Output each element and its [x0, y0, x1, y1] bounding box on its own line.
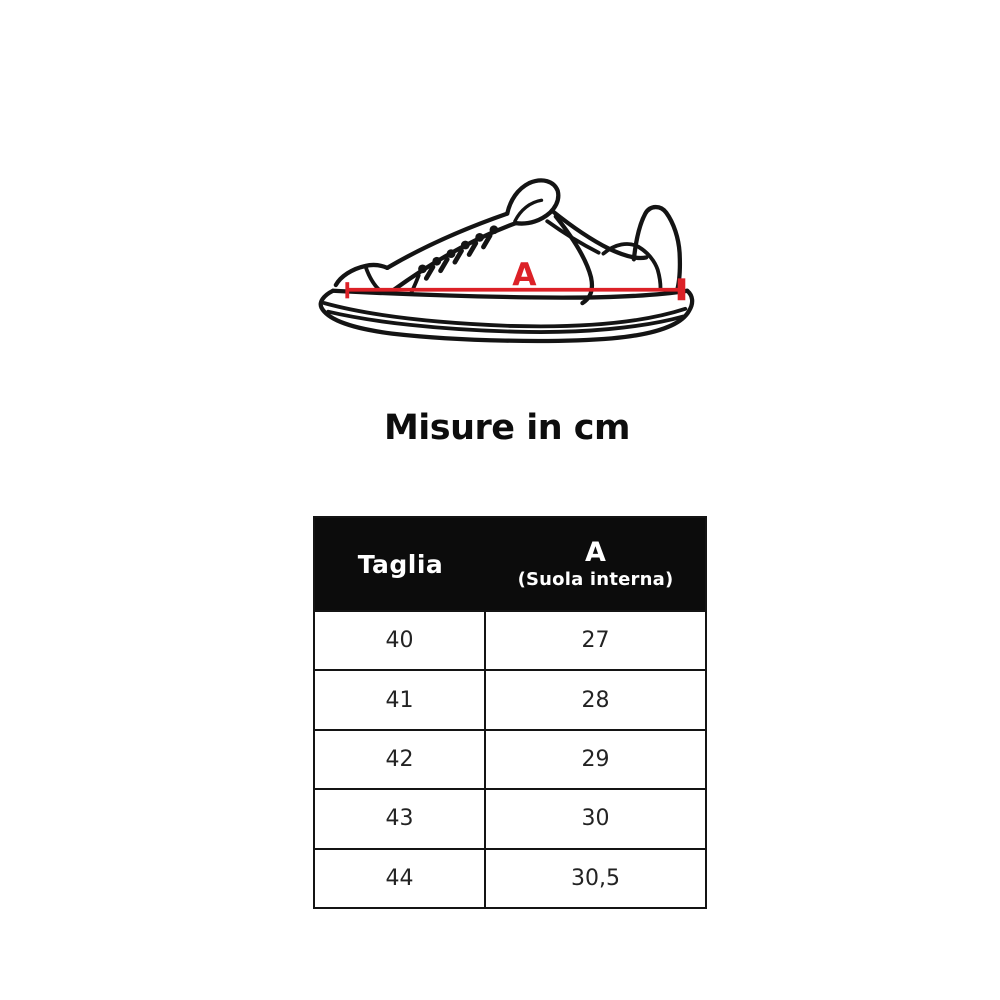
eyelet-dot [418, 264, 427, 274]
header-a-sublabel: (Suola interna) [517, 568, 674, 590]
cell-a: 30,5 [571, 865, 620, 891]
header-cell-taglia: Taglia [357, 549, 444, 579]
sole-outer-line [318, 288, 695, 344]
table-row: 43 30 [315, 788, 705, 848]
eyelet-dot [432, 256, 442, 266]
eyelet-dot [460, 240, 470, 250]
table-row: 40 27 [315, 610, 705, 670]
header-a-label: A [585, 536, 606, 568]
shoe-diagram: A [312, 146, 712, 365]
page-title: Misure in cm [383, 408, 631, 448]
collar-inner-line [545, 219, 601, 255]
quarter-seam [553, 214, 595, 306]
cell-taglia: 44 [315, 849, 486, 907]
sneaker-illustration: A [318, 178, 695, 344]
midsole-seam-2 [326, 309, 686, 334]
lace-bar [423, 264, 436, 281]
heel-patch-curve [601, 242, 663, 291]
lace-bar [481, 233, 493, 250]
measurement-right-cap [677, 278, 686, 301]
lace-bar [438, 256, 450, 274]
cell-taglia: 41 [315, 671, 486, 729]
cell-a: 27 [581, 628, 610, 654]
size-table-header: Taglia A (Suola interna) [315, 518, 705, 610]
tongue-outline [505, 178, 561, 226]
cell-a: 28 [581, 687, 610, 713]
measurement-label-a: A [512, 257, 537, 293]
eyelet-panel-drop [409, 273, 421, 296]
eyelet-dot [475, 233, 485, 242]
measurement-lines [345, 282, 685, 299]
cell-taglia: 42 [315, 730, 486, 789]
sole-top-line [330, 288, 690, 300]
lace-bar [466, 240, 479, 257]
table-row: 42 29 [315, 728, 705, 789]
cell-taglia: 43 [315, 790, 486, 848]
table-row: 44 30,5 [315, 847, 705, 907]
eyelet-dot [446, 249, 456, 258]
tongue-inner-line [513, 198, 544, 223]
sneaker-outline [318, 178, 695, 344]
lace-bar [452, 248, 464, 265]
cell-taglia: 40 [315, 612, 486, 670]
toe-cap-line [333, 262, 390, 288]
midsole-seam-1 [322, 301, 688, 329]
table-row: 41 28 [315, 669, 705, 729]
cell-a: 30 [581, 806, 610, 832]
cell-a: 29 [581, 746, 610, 772]
eyelet-dot [489, 225, 499, 235]
lace-panel-edge [385, 211, 510, 271]
size-table: Taglia A (Suola interna) 40 27 41 28 42 … [313, 516, 707, 909]
eyelet-dots [418, 225, 499, 274]
measurement-marks: A [512, 257, 686, 301]
header-cell-a: A (Suola interna) [486, 518, 705, 610]
heel-tab-outline [631, 204, 683, 294]
